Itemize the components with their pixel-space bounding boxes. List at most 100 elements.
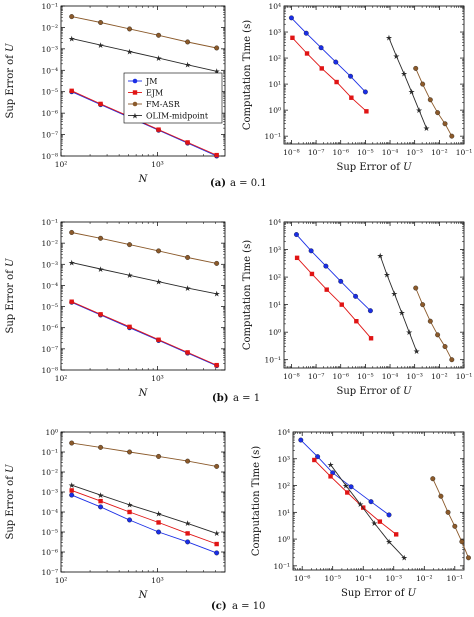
y-tick-label: 10⁻⁴ (41, 66, 58, 75)
x-tick-label: 10⁻² (431, 372, 448, 381)
data-point (348, 484, 354, 490)
y-tick-label: 10⁻⁴ (41, 281, 58, 290)
data-point (304, 51, 310, 56)
data-point (98, 101, 103, 107)
data-point (353, 293, 359, 299)
caption-b: (b) a = 1 (212, 393, 260, 404)
y-tick-label: 10² (277, 482, 290, 491)
legend-marker: ★ (131, 111, 138, 120)
data-point (214, 45, 220, 51)
data-point (377, 519, 383, 524)
data-point: ★ (398, 309, 405, 318)
y-axis-label: Computation Time (s) (251, 446, 262, 556)
data-point (323, 263, 329, 269)
y-tick-label: 10⁰ (277, 535, 290, 544)
chart-a-right: 10⁻⁸ 10⁻⁷ 10⁻⁶ 10⁻⁵ 10⁻⁴ 10⁻³ 10⁻² 10⁻¹ 10⁻¹ 10⁰ 1… (242, 2, 472, 173)
series-line (388, 37, 427, 129)
data-point (98, 235, 104, 241)
legend-label: OLIM-midpoint (146, 112, 209, 121)
plot-frame (60, 431, 226, 573)
data-point (156, 337, 161, 342)
legend-label: JM (145, 77, 157, 86)
y-tick-label: 10⁻⁴ (41, 508, 58, 517)
data-point (69, 492, 75, 498)
x-tick-label: 10⁻³ (406, 148, 423, 157)
series-line (296, 257, 372, 339)
x-tick-label: 10² (55, 160, 68, 169)
y-tick-label: 10⁴ (268, 218, 281, 227)
data-point (309, 271, 315, 277)
x-tick-label: 10⁻¹ (447, 574, 464, 583)
chart-a-left: 10² 10³ 10⁻⁸ 10⁻⁷ 10⁻⁶ 10⁻⁵ 10⁻⁴ 10⁻³ 10⁻² 10⁻¹ N S… (5, 2, 226, 185)
data-point (290, 35, 295, 41)
data-point (339, 302, 344, 307)
y-axis-label: Sup Error of U (5, 464, 16, 540)
y-tick-label: 10⁻¹ (273, 562, 290, 571)
y-tick-label: 10⁻⁵ (41, 303, 58, 312)
series-line (71, 489, 217, 545)
x-tick-label: 10⁻⁵ (357, 148, 374, 157)
data-point (156, 127, 161, 132)
caption-c-label: (c) (211, 601, 227, 612)
x-tick-label: 10⁻⁷ (308, 372, 325, 381)
data-point (214, 463, 220, 469)
x-axis-label: N (138, 174, 149, 185)
data-point (156, 529, 162, 535)
data-point (338, 278, 344, 284)
data-point (214, 362, 219, 368)
data-point (333, 59, 339, 65)
data-point: ★ (213, 529, 220, 538)
y-tick-label: 10⁻³ (41, 488, 58, 497)
x-tick-label: 10⁻⁴ (382, 372, 399, 381)
y-tick-label: 10⁴ (277, 428, 290, 437)
data-point (303, 30, 309, 36)
data-point: ★ (97, 41, 104, 50)
data-point: ★ (400, 70, 407, 79)
y-tick-label: 10⁰ (268, 106, 281, 115)
series-jm (294, 232, 373, 314)
caption-a-text: a = 0.1 (230, 178, 267, 189)
legend-label: EJM (146, 89, 163, 98)
series-line (330, 464, 405, 559)
y-tick-label: 10⁰ (268, 328, 281, 337)
series-olim-midpoint: ★ ★ ★ ★ ★ ★ (68, 258, 220, 298)
legend-label: FM-ASR (146, 100, 181, 109)
data-point (185, 39, 191, 45)
x-tick-label: 10⁻⁶ (332, 148, 349, 157)
data-point (127, 449, 132, 455)
data-point: ★ (68, 481, 75, 490)
data-point: ★ (327, 461, 334, 470)
series-line (292, 37, 367, 112)
y-tick-label: 10⁻⁸ (41, 366, 58, 375)
data-point (348, 73, 353, 79)
x-tick-label: 10⁻⁶ (332, 372, 349, 381)
data-point (156, 248, 162, 254)
caption-b-label: (b) (212, 393, 228, 404)
data-point (214, 541, 219, 547)
data-point: ★ (385, 34, 392, 43)
series-fm-asr (413, 65, 455, 139)
data-point (308, 248, 314, 254)
data-point (69, 440, 75, 446)
x-tick-label: 10⁻⁶ (294, 574, 311, 583)
data-point (452, 523, 458, 529)
series-line (415, 287, 453, 360)
data-point (156, 520, 161, 525)
x-axis-label: Sup Error of U (336, 162, 412, 173)
y-tick-label: 10⁴ (268, 2, 281, 11)
caption-a: (a) a = 0.1 (210, 178, 267, 189)
data-point (386, 512, 392, 518)
data-point (430, 476, 436, 482)
series-line (71, 301, 217, 366)
series-line (71, 232, 217, 264)
y-tick-label: 10² (268, 54, 281, 63)
data-point (413, 65, 419, 71)
data-point (367, 308, 373, 314)
data-point (69, 14, 75, 20)
data-point: ★ (415, 106, 422, 115)
y-axis-label: Sup Error of U (5, 258, 16, 334)
x-tick-label: 10⁻⁴ (355, 574, 372, 583)
caption-c-text: a = 10 (232, 601, 265, 612)
data-point (98, 504, 104, 510)
y-axis-label: Computation Time (s) (242, 20, 253, 130)
